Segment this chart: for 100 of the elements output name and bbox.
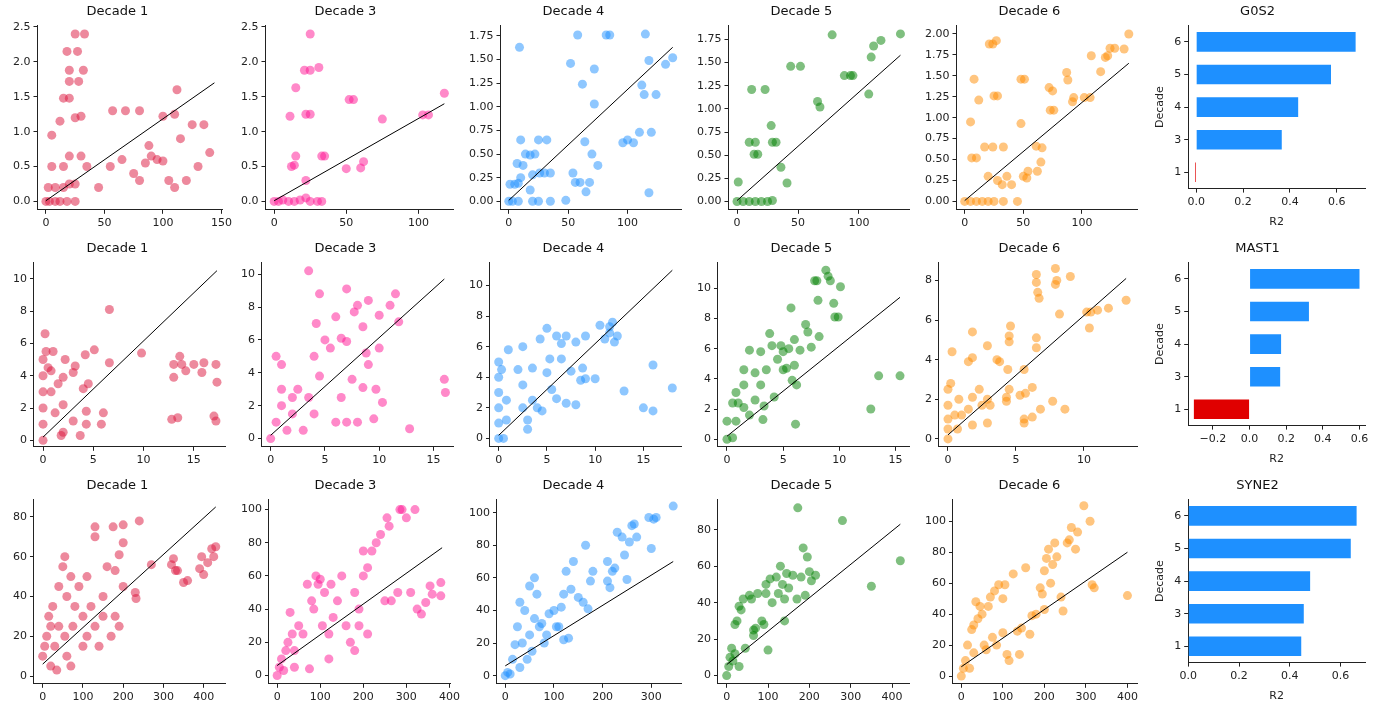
point — [750, 368, 760, 378]
point — [983, 601, 993, 611]
point — [786, 61, 796, 71]
point — [782, 178, 792, 188]
point — [110, 566, 120, 576]
y-tick-label: 1.0 — [12, 124, 31, 138]
x-tick-label: 100 — [72, 690, 94, 704]
point — [53, 379, 63, 389]
point — [595, 320, 605, 330]
x-tick-label: 0 — [273, 690, 281, 704]
y-tick-label: 80 — [13, 509, 27, 523]
point — [497, 365, 507, 375]
point — [966, 117, 976, 127]
x-tick-label: 50 — [791, 216, 806, 230]
y-tick-label: 6 — [1174, 508, 1182, 522]
point — [1079, 501, 1089, 511]
point — [998, 628, 1008, 638]
point — [38, 371, 48, 381]
point — [668, 501, 678, 511]
point — [211, 359, 221, 369]
point — [47, 130, 57, 140]
point — [1121, 295, 1131, 305]
point — [620, 550, 630, 560]
point — [401, 513, 411, 523]
y-tick-label: 1 — [1174, 402, 1182, 416]
point — [771, 137, 781, 147]
point — [568, 557, 578, 567]
point — [518, 342, 528, 352]
point — [1037, 589, 1047, 599]
point — [525, 630, 535, 640]
point — [38, 387, 48, 397]
point — [70, 29, 80, 39]
point — [169, 359, 179, 369]
point — [74, 582, 84, 592]
point — [827, 30, 837, 40]
point — [1032, 166, 1042, 176]
point — [81, 406, 91, 416]
point — [62, 591, 72, 601]
point — [94, 182, 104, 192]
point — [1052, 275, 1062, 285]
point — [956, 671, 966, 681]
x-tick-label: 400 — [438, 690, 460, 704]
x-tick-label: 0 — [39, 453, 47, 467]
point — [73, 46, 83, 56]
point — [129, 169, 139, 179]
point — [617, 532, 627, 542]
point — [305, 109, 315, 119]
point — [510, 640, 520, 650]
point — [298, 425, 308, 435]
point — [895, 29, 905, 39]
point — [756, 347, 766, 357]
chart-title: Decade 6 — [998, 477, 1061, 493]
point — [1073, 527, 1083, 537]
point — [793, 503, 803, 513]
point — [963, 404, 973, 414]
y-tick-label: 2 — [20, 400, 27, 414]
x-tick-label: 0 — [961, 216, 969, 230]
point — [291, 83, 301, 93]
point — [393, 588, 403, 598]
y-axis-title: Decade — [1153, 85, 1167, 128]
point — [304, 266, 314, 276]
point — [989, 196, 999, 206]
point — [766, 121, 776, 131]
point — [195, 564, 205, 574]
point — [212, 377, 222, 387]
point — [593, 160, 603, 170]
point — [722, 416, 732, 426]
point — [789, 360, 799, 370]
y-tick-label: 1 — [1174, 165, 1182, 179]
y-tick-label: 40 — [476, 603, 490, 617]
point — [78, 384, 88, 394]
point — [367, 546, 377, 556]
point — [739, 403, 749, 413]
point — [309, 409, 319, 419]
y-tick-label: 6 — [925, 312, 932, 326]
point — [585, 177, 595, 187]
point — [975, 601, 985, 611]
chart-title: Decade 5 — [770, 477, 833, 493]
point — [347, 374, 357, 384]
point — [315, 371, 325, 381]
point — [775, 561, 785, 571]
point — [189, 359, 199, 369]
point — [792, 594, 802, 604]
point — [747, 84, 757, 94]
point — [1006, 321, 1016, 331]
x-tick-label: 5 — [89, 453, 97, 467]
point — [985, 592, 995, 602]
y-axis-title: Decade — [1153, 559, 1167, 602]
y-tick-label: 10 — [13, 271, 27, 285]
point — [629, 138, 638, 148]
y-tick-label: 100 — [241, 502, 262, 516]
point — [307, 596, 317, 606]
point — [982, 418, 992, 428]
point — [759, 620, 769, 630]
point — [532, 589, 542, 599]
point — [376, 529, 386, 539]
point — [82, 162, 92, 172]
y-tick-label: 6 — [476, 339, 483, 353]
point — [64, 151, 74, 161]
x-tick-label: 0.4 — [1281, 669, 1299, 683]
